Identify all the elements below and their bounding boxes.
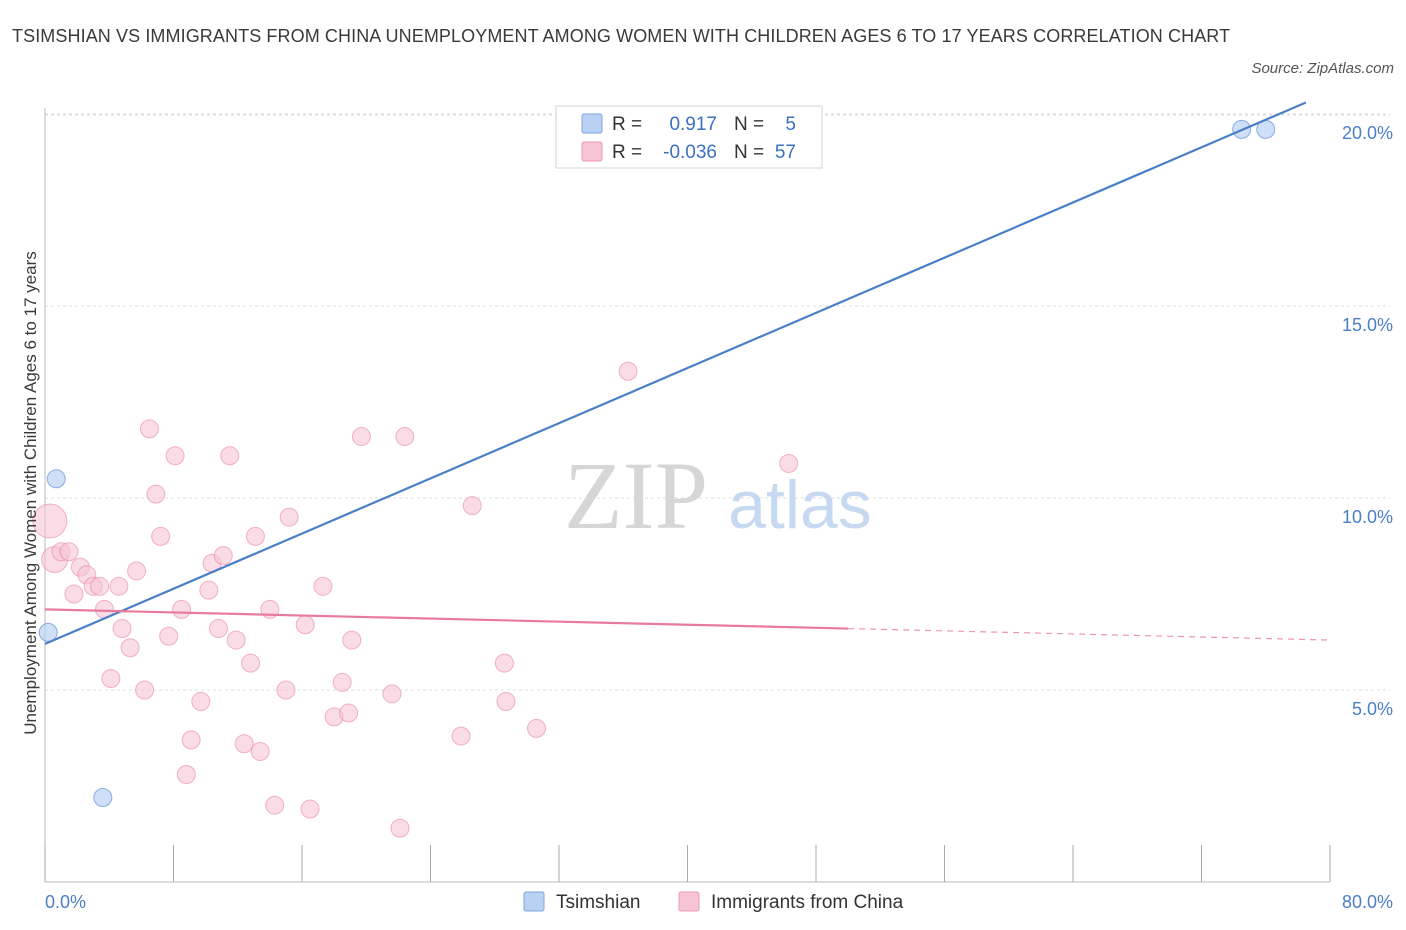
legend-n-tsimshian: 5 [785, 114, 796, 135]
china-point [120, 638, 140, 658]
china-point [151, 526, 171, 546]
bottom-legend-swatch-tsimshian [523, 891, 545, 912]
china-point [159, 626, 179, 646]
x-tick-label-min: 0.0% [45, 892, 86, 912]
china-point [462, 496, 482, 516]
china-point [313, 576, 333, 596]
bottom-legend-tsimshian: Tsimshian [556, 892, 640, 913]
china-point [199, 580, 219, 600]
china-point [494, 653, 514, 673]
china-point [226, 630, 246, 650]
china-trend-line [44, 608, 849, 630]
china-point [64, 584, 84, 604]
china-point [496, 692, 516, 712]
china-point [112, 619, 132, 639]
china-trend-extension [848, 627, 1331, 641]
y-tick-label: 10.0% [1342, 507, 1393, 527]
china-point [109, 576, 129, 596]
china-point [234, 734, 254, 754]
china-point [279, 507, 299, 527]
china-point [342, 630, 362, 650]
china-point [208, 619, 228, 639]
x-tick-label-max: 80.0% [1342, 892, 1393, 912]
legend-n-china: 57 [775, 142, 796, 163]
china-point [213, 546, 233, 566]
legend-r-china: -0.036 [663, 142, 717, 163]
bottom-legend-china: Immigrants from China [711, 892, 904, 913]
trend-lines [44, 101, 1331, 645]
tick-labels: 5.0% 10.0% 15.0% 20.0% 0.0% 80.0% [45, 123, 1393, 912]
bottom-legend-swatch-china [678, 891, 700, 912]
watermark-atlas: atlas [728, 467, 872, 543]
china-point [191, 692, 211, 712]
china-point [165, 446, 185, 466]
china-point [146, 484, 166, 504]
y-tick-label: 5.0% [1352, 699, 1393, 719]
axes [44, 108, 1331, 883]
y-tick-label: 20.0% [1342, 123, 1393, 143]
tsimshian-point [93, 788, 113, 808]
china-point [250, 741, 270, 761]
china-point [451, 726, 471, 746]
china-point [395, 427, 415, 447]
china-point [265, 795, 285, 815]
y-tick-label: 15.0% [1342, 315, 1393, 335]
watermark-zip: ZIP [564, 442, 708, 549]
china-point [32, 503, 68, 539]
chart-source: Source: ZipAtlas.com [1251, 60, 1394, 77]
china-point [382, 684, 402, 704]
legend-n-label: N = [734, 114, 764, 135]
series-tsimshian-points [38, 119, 1276, 808]
china-point [390, 818, 410, 838]
legend-swatch-tsimshian [581, 113, 603, 134]
china-point [59, 542, 79, 562]
legend-r-label-2: R = [612, 142, 642, 163]
china-point [101, 668, 121, 688]
china-point [245, 526, 265, 546]
china-point [220, 446, 240, 466]
china-point [339, 703, 359, 723]
legend-n-label-2: N = [734, 142, 764, 163]
gridlines [45, 113, 1390, 691]
legend-r-label: R = [612, 114, 642, 135]
china-point [332, 672, 352, 692]
china-point [241, 653, 261, 673]
chart-title: TSIMSHIAN VS IMMIGRANTS FROM CHINA UNEMP… [12, 26, 1231, 46]
series-legend: Tsimshian Immigrants from China [523, 891, 904, 913]
tsimshian-trend-line [44, 101, 1307, 645]
china-point [300, 799, 320, 819]
china-point [90, 576, 110, 596]
china-point [135, 680, 155, 700]
china-point [176, 764, 196, 784]
china-point [351, 427, 371, 447]
china-point [527, 718, 547, 738]
china-point [295, 615, 315, 635]
series-china-points [32, 361, 799, 838]
china-point [276, 680, 296, 700]
china-point [172, 599, 192, 619]
y-axis-title: Unemployment Among Women with Children A… [21, 251, 40, 735]
china-point [139, 419, 159, 439]
tsimshian-point [46, 469, 66, 489]
correlation-legend: R = 0.917 N = 5 R = -0.036 N = 57 [555, 105, 823, 169]
watermark: ZIP atlas [564, 442, 872, 549]
china-point [618, 361, 638, 381]
legend-r-tsimshian: 0.917 [669, 114, 717, 135]
china-point [779, 453, 799, 473]
china-point [127, 561, 147, 581]
china-point [181, 730, 201, 750]
legend-swatch-china [581, 141, 603, 162]
